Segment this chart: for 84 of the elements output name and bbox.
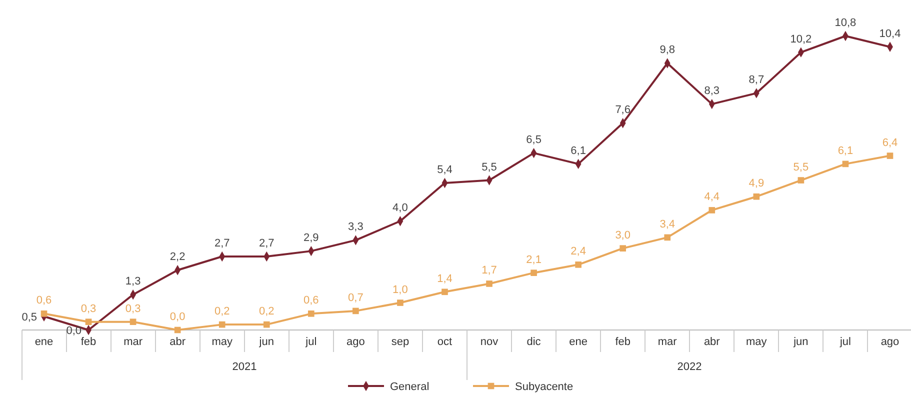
point xyxy=(218,321,226,328)
data-label: 0,3 xyxy=(125,302,141,315)
data-label: 2,7 xyxy=(258,238,274,250)
x-tick-label: mar xyxy=(124,336,143,348)
legend-label: General xyxy=(390,381,430,393)
x-tick-label: feb xyxy=(80,336,96,348)
point xyxy=(263,321,270,328)
legend-label: Subyacente xyxy=(515,381,574,393)
data-label: 0,6 xyxy=(304,294,319,307)
data-label: 0,0 xyxy=(170,311,186,323)
data-label: 6,4 xyxy=(882,136,898,149)
data-label: 4,0 xyxy=(392,202,408,214)
data-label: 2,4 xyxy=(570,246,586,258)
data-label: 0,5 xyxy=(22,311,37,324)
x-tick-label: abr xyxy=(170,336,186,348)
x-tick-label: jul xyxy=(838,336,851,348)
data-label: 6,1 xyxy=(838,144,854,157)
point xyxy=(397,300,404,306)
data-label: 6,1 xyxy=(570,144,586,157)
point xyxy=(798,177,804,184)
data-label: 1,3 xyxy=(125,276,141,288)
point xyxy=(753,193,760,200)
x-tick-label: may xyxy=(746,336,768,348)
x-tick-label: jul xyxy=(304,336,317,348)
x-tick-label: may xyxy=(212,336,233,348)
data-label: 9,8 xyxy=(660,44,676,56)
point xyxy=(530,270,537,276)
data-label: 3,0 xyxy=(615,229,630,242)
x-tick-label: jun xyxy=(792,336,808,348)
data-label: 10,8 xyxy=(834,17,856,29)
x-tick-label: ene xyxy=(569,336,588,348)
point xyxy=(308,310,314,317)
x-tick-label: ene xyxy=(34,336,54,348)
point xyxy=(620,245,626,252)
data-label: 7,6 xyxy=(615,104,630,116)
data-label: 0,3 xyxy=(80,302,96,315)
data-label: 3,3 xyxy=(348,221,364,234)
x-tick-label: feb xyxy=(615,336,630,348)
data-label: 0,0 xyxy=(66,325,82,337)
x-tick-label: oct xyxy=(437,336,452,348)
x-tick-label: ago xyxy=(346,336,365,348)
point xyxy=(442,288,448,296)
x-tick-label: jun xyxy=(258,336,274,348)
data-label: 0,7 xyxy=(348,292,364,304)
point xyxy=(842,160,849,168)
point xyxy=(664,234,671,241)
point xyxy=(40,310,48,317)
data-label: 0,6 xyxy=(36,294,52,307)
point xyxy=(708,207,716,214)
data-label: 0,2 xyxy=(258,306,274,318)
data-label: 8,3 xyxy=(704,85,720,98)
text: 2021 xyxy=(232,361,257,373)
text: 2022 xyxy=(677,361,702,373)
data-label: 0,2 xyxy=(214,306,230,318)
point xyxy=(85,318,92,325)
point xyxy=(575,262,582,268)
data-label: 4,4 xyxy=(704,191,720,204)
data-label: 2,2 xyxy=(170,251,186,264)
data-label: 5,5 xyxy=(793,161,809,174)
data-label: 2,1 xyxy=(526,254,542,266)
point xyxy=(130,318,136,325)
data-label: 1,0 xyxy=(392,284,408,296)
data-label: 10,2 xyxy=(790,33,812,46)
data-label: 10,4 xyxy=(879,28,901,40)
data-label: 8,7 xyxy=(748,74,764,86)
point xyxy=(886,152,894,159)
x-tick-label: sep xyxy=(391,336,410,348)
data-label: 3,4 xyxy=(660,218,676,230)
data-label: 1,4 xyxy=(437,272,452,285)
data-label: 5,5 xyxy=(482,161,497,174)
x-tick-label: abr xyxy=(704,336,720,348)
data-label: 2,9 xyxy=(304,232,319,244)
data-label: 2,7 xyxy=(214,238,230,250)
data-label: 4,9 xyxy=(748,178,764,190)
point xyxy=(486,280,492,287)
x-tick-label: ago xyxy=(880,336,900,348)
x-tick-label: dic xyxy=(526,336,542,348)
point xyxy=(174,326,181,334)
point xyxy=(352,308,359,314)
data-label: 1,7 xyxy=(482,264,497,277)
x-tick-label: mar xyxy=(658,336,678,348)
data-label: 5,4 xyxy=(437,164,452,176)
data-label: 6,5 xyxy=(526,134,542,146)
x-tick-label: nov xyxy=(480,336,499,348)
